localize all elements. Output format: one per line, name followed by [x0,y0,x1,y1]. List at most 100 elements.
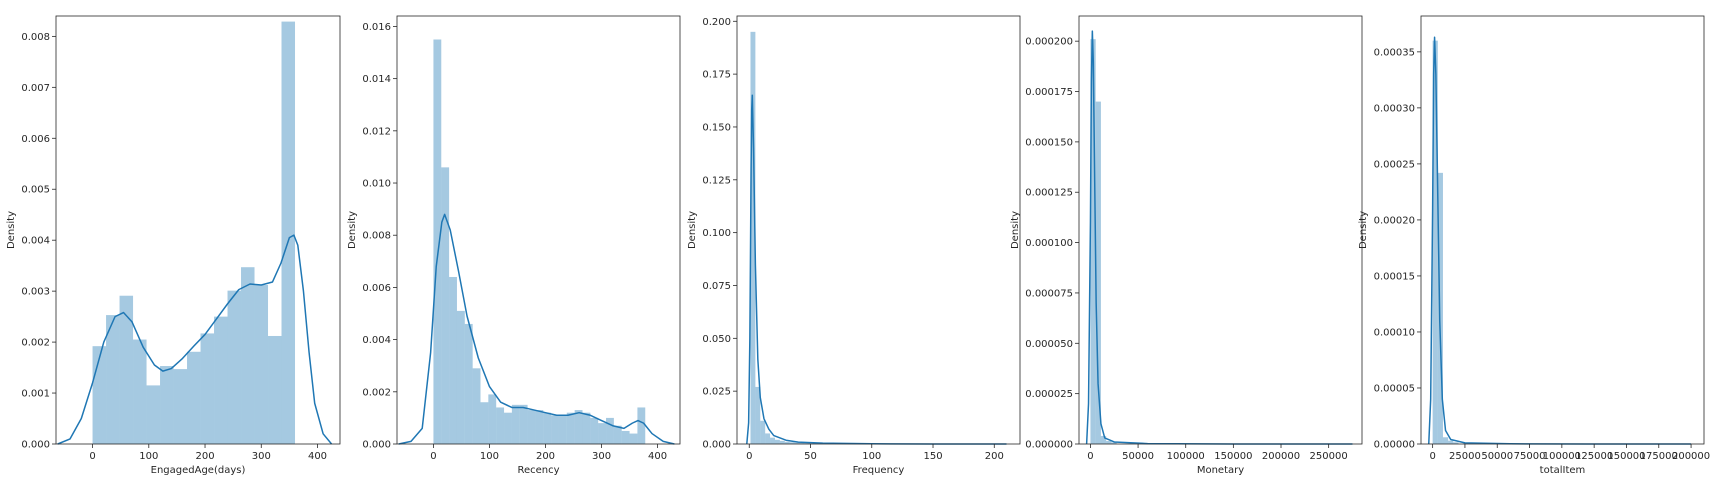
chart-5-ytick-label-2: 0.00005 [1374,383,1415,394]
chart-2-bar-22 [598,423,607,444]
chart-2-xtick-label-3: 200 [536,451,555,462]
chart-5-xtick-label-8: 175000 [1640,451,1678,462]
chart-2-bar-2 [441,167,450,444]
chart-2-ytick-label-2: 0.002 [362,387,391,398]
chart-1-ytick-label-1: 0.000 [21,440,50,451]
chart-1-bar-13 [254,285,269,444]
chart-4-ytick-label-1: 0.000000 [1025,440,1073,451]
chart-3-kde-line [746,94,1007,445]
chart-4-xtick-label-6: 250000 [1310,451,1348,462]
chart-5-xtick-label-7: 150000 [1607,451,1645,462]
chart-3-bar-12 [804,443,811,444]
chart-2-bar-11 [511,404,520,444]
chart-5-ytick-label-6: 0.00025 [1374,159,1415,170]
chart-3-xtick-label-2: 50 [804,451,817,462]
chart-5-xtick-label-5: 100000 [1543,451,1581,462]
chart-2-bar-5 [464,323,473,444]
chart-4-ytick-label-2: 0.000025 [1025,389,1073,400]
chart-4-xtick-label-3: 100000 [1167,451,1205,462]
chart-2-bar-25 [621,430,630,444]
chart-2-bar-7 [480,402,489,444]
chart-2-bar-20 [582,412,591,444]
chart-2-bar-14 [535,410,544,444]
chart-2-bar-24 [613,425,622,444]
chart-2-xtick-label-1: 0 [430,451,436,462]
chart-1-frame [55,15,341,445]
chart-1-ytick-label-2: 0.001 [21,389,50,400]
chart-5-bar-3 [1442,437,1449,444]
chart-2-bar-6 [472,368,481,444]
chart-2-bar-1 [433,39,442,445]
chart-4-frame [1078,15,1363,445]
chart-1-ylabel: Density [6,211,17,249]
chart-3-ytick-label-3: 0.050 [702,334,731,345]
chart-4-bar-5 [1111,442,1117,444]
chart-1-ytick-label-8: 0.007 [21,83,50,94]
chart-4-bar-3 [1100,435,1107,444]
chart-2-bar-3 [449,276,457,444]
chart-1-bar-10 [214,316,228,444]
chart-3-bar-8 [784,441,790,444]
chart-1-bar-15 [281,21,296,444]
chart-1-xlabel: EngagedAge(days) [151,465,246,476]
chart-3-xtick-label-1: 0 [746,451,752,462]
chart-1-ytick-label-4: 0.003 [21,287,50,298]
chart-2-bar-27 [637,407,646,444]
chart-2-bar-17 [558,415,567,444]
chart-3-frame [736,15,1021,445]
chart-4-ytick-label-8: 0.000175 [1025,87,1073,98]
chart-3-bar-1 [750,31,756,444]
chart-5-kde-line [1428,36,1692,445]
chart-4-ytick-label-4: 0.000075 [1025,288,1073,299]
chart-2-xtick-label-4: 300 [592,451,611,462]
chart-3-xtick-label-3: 100 [862,451,881,462]
chart-2-ytick-label-7: 0.012 [362,126,391,137]
chart-3-axes: 0 50 100 150 200 0.000 0.025 0.050 0.075 0.100 0.1… [687,15,1021,476]
chart-2-kde-line [398,213,675,445]
chart-3-bar-6 [774,439,780,444]
chart-1-xtick-label-4: 300 [252,451,271,462]
chart-5-ytick-label-8: 0.00035 [1374,47,1415,58]
chart-1-xtick-label-2: 100 [139,451,158,462]
chart-3-ytick-label-4: 0.075 [702,281,731,292]
chart-4-bar-2 [1095,101,1101,444]
chart-3-bar-7 [779,440,785,444]
chart-5-xlabel: totalItem [1540,465,1586,476]
chart-1-kde-line [57,234,333,445]
chart-4-bar-1 [1090,39,1096,444]
chart-3-bar-2 [755,386,761,444]
chart-5-xtick-label-1: 0 [1429,451,1435,462]
chart-5-bar-5 [1453,442,1459,444]
chart-1-bar-12 [241,267,255,444]
chart-1-bar-14 [268,335,282,444]
chart-5-bar-2 [1437,172,1443,445]
chart-5-ylabel: Density [1358,211,1369,249]
chart-2-bar-9 [496,407,505,444]
chart-1-bar-8 [187,351,201,444]
chart-1-xtick-label-1: 0 [89,451,95,462]
chart-4-xtick-label-1: 0 [1087,451,1093,462]
chart-2-xtick-label-5: 400 [648,451,667,462]
chart-2-bar-8 [488,394,497,444]
chart-4-ytick-label-3: 0.000050 [1025,339,1073,350]
chart-4-bar-4 [1106,440,1112,444]
chart-5-bar-4 [1448,440,1454,444]
chart-2-bar-15 [543,412,552,444]
chart-5-xtick-label-2: 25000 [1449,451,1481,462]
chart-4-ytick-label-9: 0.000200 [1025,37,1073,48]
chart-3-bar-5 [770,437,775,444]
chart-1-bar-9 [200,333,215,444]
chart-3-ytick-label-2: 0.025 [702,387,731,398]
chart-1-bar-7 [173,369,188,444]
chart-5-frame [1420,15,1705,445]
chart-4-xtick-label-4: 150000 [1214,451,1252,462]
chart-5-ytick-label-4: 0.00015 [1374,271,1415,282]
chart-1-ytick-label-5: 0.004 [21,236,50,247]
chart-3-ytick-label-7: 0.150 [702,122,731,133]
chart-1-bar-5 [146,385,161,444]
chart-3-ytick-label-8: 0.175 [702,70,731,81]
chart-5-xtick-label-4: 75000 [1514,451,1546,462]
chart-3-bar-11 [799,442,805,444]
chart-5-ytick-label-3: 0.00010 [1374,327,1415,338]
chart-5-ytick-label-5: 0.00020 [1374,215,1415,226]
